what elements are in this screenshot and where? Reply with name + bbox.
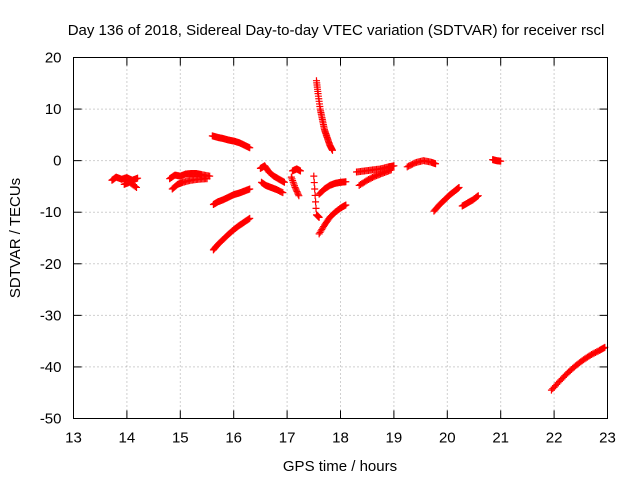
data-point — [342, 178, 350, 186]
x-tick-label: 18 — [332, 430, 349, 447]
y-tick-label: -20 — [40, 256, 62, 273]
data-point — [312, 204, 320, 212]
x-tick-label: 20 — [439, 430, 456, 447]
data-point — [310, 179, 318, 187]
data-point — [328, 146, 336, 154]
data-point — [474, 192, 482, 200]
data-point — [280, 178, 288, 186]
data-point — [203, 175, 211, 183]
y-tick-label: 10 — [45, 101, 62, 118]
x-tick-label: 22 — [546, 430, 563, 447]
y-tick-label: -50 — [40, 411, 62, 428]
x-tick-label: 17 — [279, 430, 296, 447]
data-point — [246, 214, 254, 222]
y-tick-label: -40 — [40, 359, 62, 376]
x-tick-label: 16 — [225, 430, 242, 447]
x-tick-label: 15 — [172, 430, 189, 447]
data-point — [432, 160, 440, 168]
x-tick-label: 21 — [492, 430, 509, 447]
x-tick-label: 13 — [65, 430, 82, 447]
grid-lines — [73, 57, 608, 419]
data-point — [387, 166, 395, 174]
data-point — [390, 162, 398, 170]
data-point — [497, 157, 505, 165]
y-tick-label: 0 — [53, 153, 61, 170]
data-point — [310, 172, 318, 180]
data-point — [290, 180, 298, 188]
data-points — [108, 77, 609, 394]
y-tick-label: -30 — [40, 307, 62, 324]
data-point — [289, 178, 297, 186]
y-tick-label: 20 — [45, 50, 62, 67]
data-point — [295, 192, 303, 200]
x-axis-label: GPS time / hours — [283, 458, 397, 475]
data-point — [246, 185, 254, 193]
data-point — [311, 191, 319, 199]
x-tick-label: 14 — [119, 430, 136, 447]
data-point — [296, 167, 304, 175]
data-point — [290, 182, 298, 190]
data-point — [131, 183, 139, 191]
y-tick-label: -10 — [40, 204, 62, 221]
data-point — [287, 173, 295, 181]
data-point — [312, 198, 320, 206]
data-point — [455, 183, 463, 191]
chart-title: Day 136 of 2018, Sidereal Day-to-day VTE… — [68, 22, 605, 39]
data-point — [315, 213, 323, 221]
x-tick-label: 19 — [386, 430, 403, 447]
data-point — [342, 201, 350, 209]
data-point — [134, 174, 142, 182]
data-point — [473, 192, 481, 200]
data-point — [288, 175, 296, 183]
tick-labels: 13 14 15 16 17 18 19 20 21 22 23 -50 -40 -30 -20 -10 0 10… — [40, 50, 616, 447]
data-point — [245, 215, 253, 223]
data-point — [289, 177, 297, 185]
data-point — [311, 185, 319, 193]
y-axis-label: SDTVAR / TECUs — [7, 178, 24, 298]
data-point — [294, 190, 302, 198]
data-point — [133, 183, 141, 191]
data-point — [279, 189, 287, 197]
plot-frame — [73, 57, 608, 419]
x-tick-label: 23 — [599, 430, 616, 447]
data-point — [246, 144, 254, 152]
